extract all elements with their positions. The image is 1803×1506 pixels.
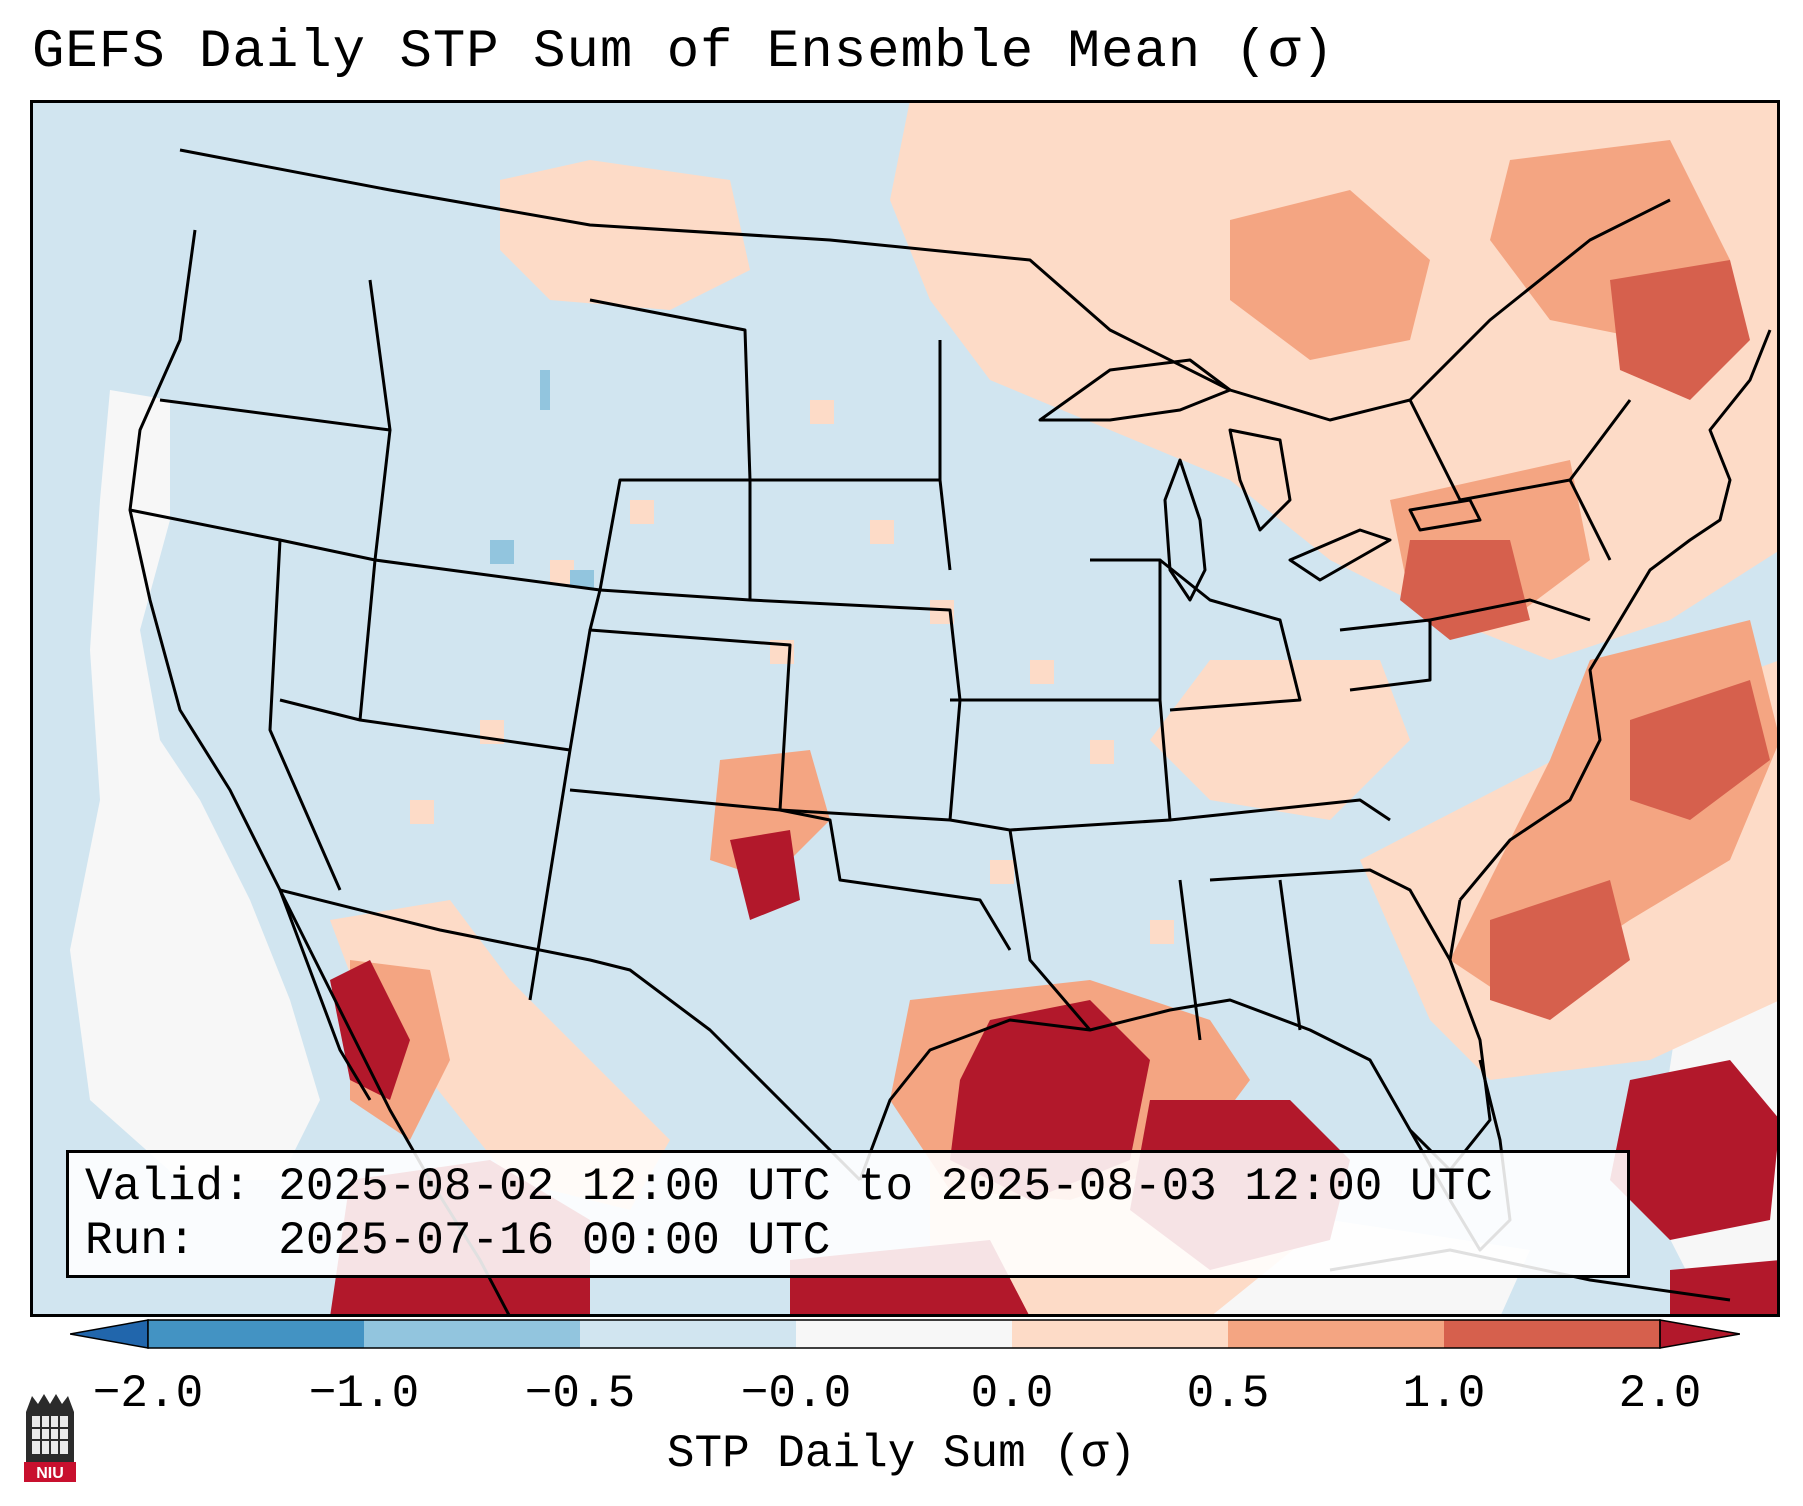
lake-superior (1038, 358, 1232, 422)
run-time: Run: 2025-07-16 00:00 UTC (85, 1215, 831, 1267)
map-frame (30, 100, 1780, 1317)
colorbar (70, 1319, 1740, 1349)
us-canada-border (179, 148, 1671, 422)
colorbar-under-extension (70, 1319, 149, 1349)
colorbar-tick: −0.5 (524, 1368, 636, 1420)
chart-title: GEFS Daily STP Sum of Ensemble Mean (σ) (32, 22, 1335, 83)
valid-info-box: Valid: 2025-08-02 12:00 UTC to 2025-08-0… (66, 1150, 1630, 1278)
colorbar-frame (147, 1319, 1661, 1349)
colorbar-bin-2 (364, 1320, 580, 1348)
colorbar-bin-1 (148, 1320, 364, 1348)
colorbar-bin-3 (580, 1320, 796, 1348)
valid-period: Valid: 2025-08-02 12:00 UTC to 2025-08-0… (85, 1161, 1493, 1213)
colorbar-tick: −0.0 (740, 1368, 852, 1420)
colorbar-tick: 0.5 (1186, 1368, 1270, 1420)
colorbar-tick: 0.0 (970, 1368, 1054, 1420)
colorbar-bin-6 (1228, 1320, 1444, 1348)
colorbar-over-extension (1659, 1319, 1740, 1349)
us-west-coast (128, 229, 312, 951)
us-mexico-border (279, 888, 862, 1182)
four-corners (568, 628, 792, 812)
political-boundaries (128, 148, 1772, 1317)
atlantic-coast (1458, 329, 1772, 901)
colorbar-tick: −2.0 (92, 1368, 204, 1420)
lake-huron (1228, 428, 1292, 532)
logo-text: NIU (36, 1465, 64, 1482)
colorbar-bin-7 (1444, 1320, 1660, 1348)
colorbar-tick: 2.0 (1618, 1368, 1702, 1420)
stp-map (30, 100, 1780, 1317)
strong-positive-field (1400, 260, 1770, 1020)
university-tower-icon: NIU (24, 1394, 76, 1482)
lake-erie (1288, 528, 1392, 582)
colorbar-tick: −1.0 (308, 1368, 420, 1420)
negative-cells (490, 370, 594, 588)
colorbar-bin-5 (1012, 1320, 1228, 1348)
lake-ontario (1408, 498, 1482, 532)
gulf-coast (858, 899, 1492, 1181)
colorbar-tick: 1.0 (1402, 1368, 1486, 1420)
baja (278, 889, 372, 1101)
colorbar-label: STP Daily Sum (σ) (666, 1428, 1137, 1480)
colorbar-bin-4 (796, 1320, 1012, 1348)
lake-michigan (1163, 458, 1207, 602)
